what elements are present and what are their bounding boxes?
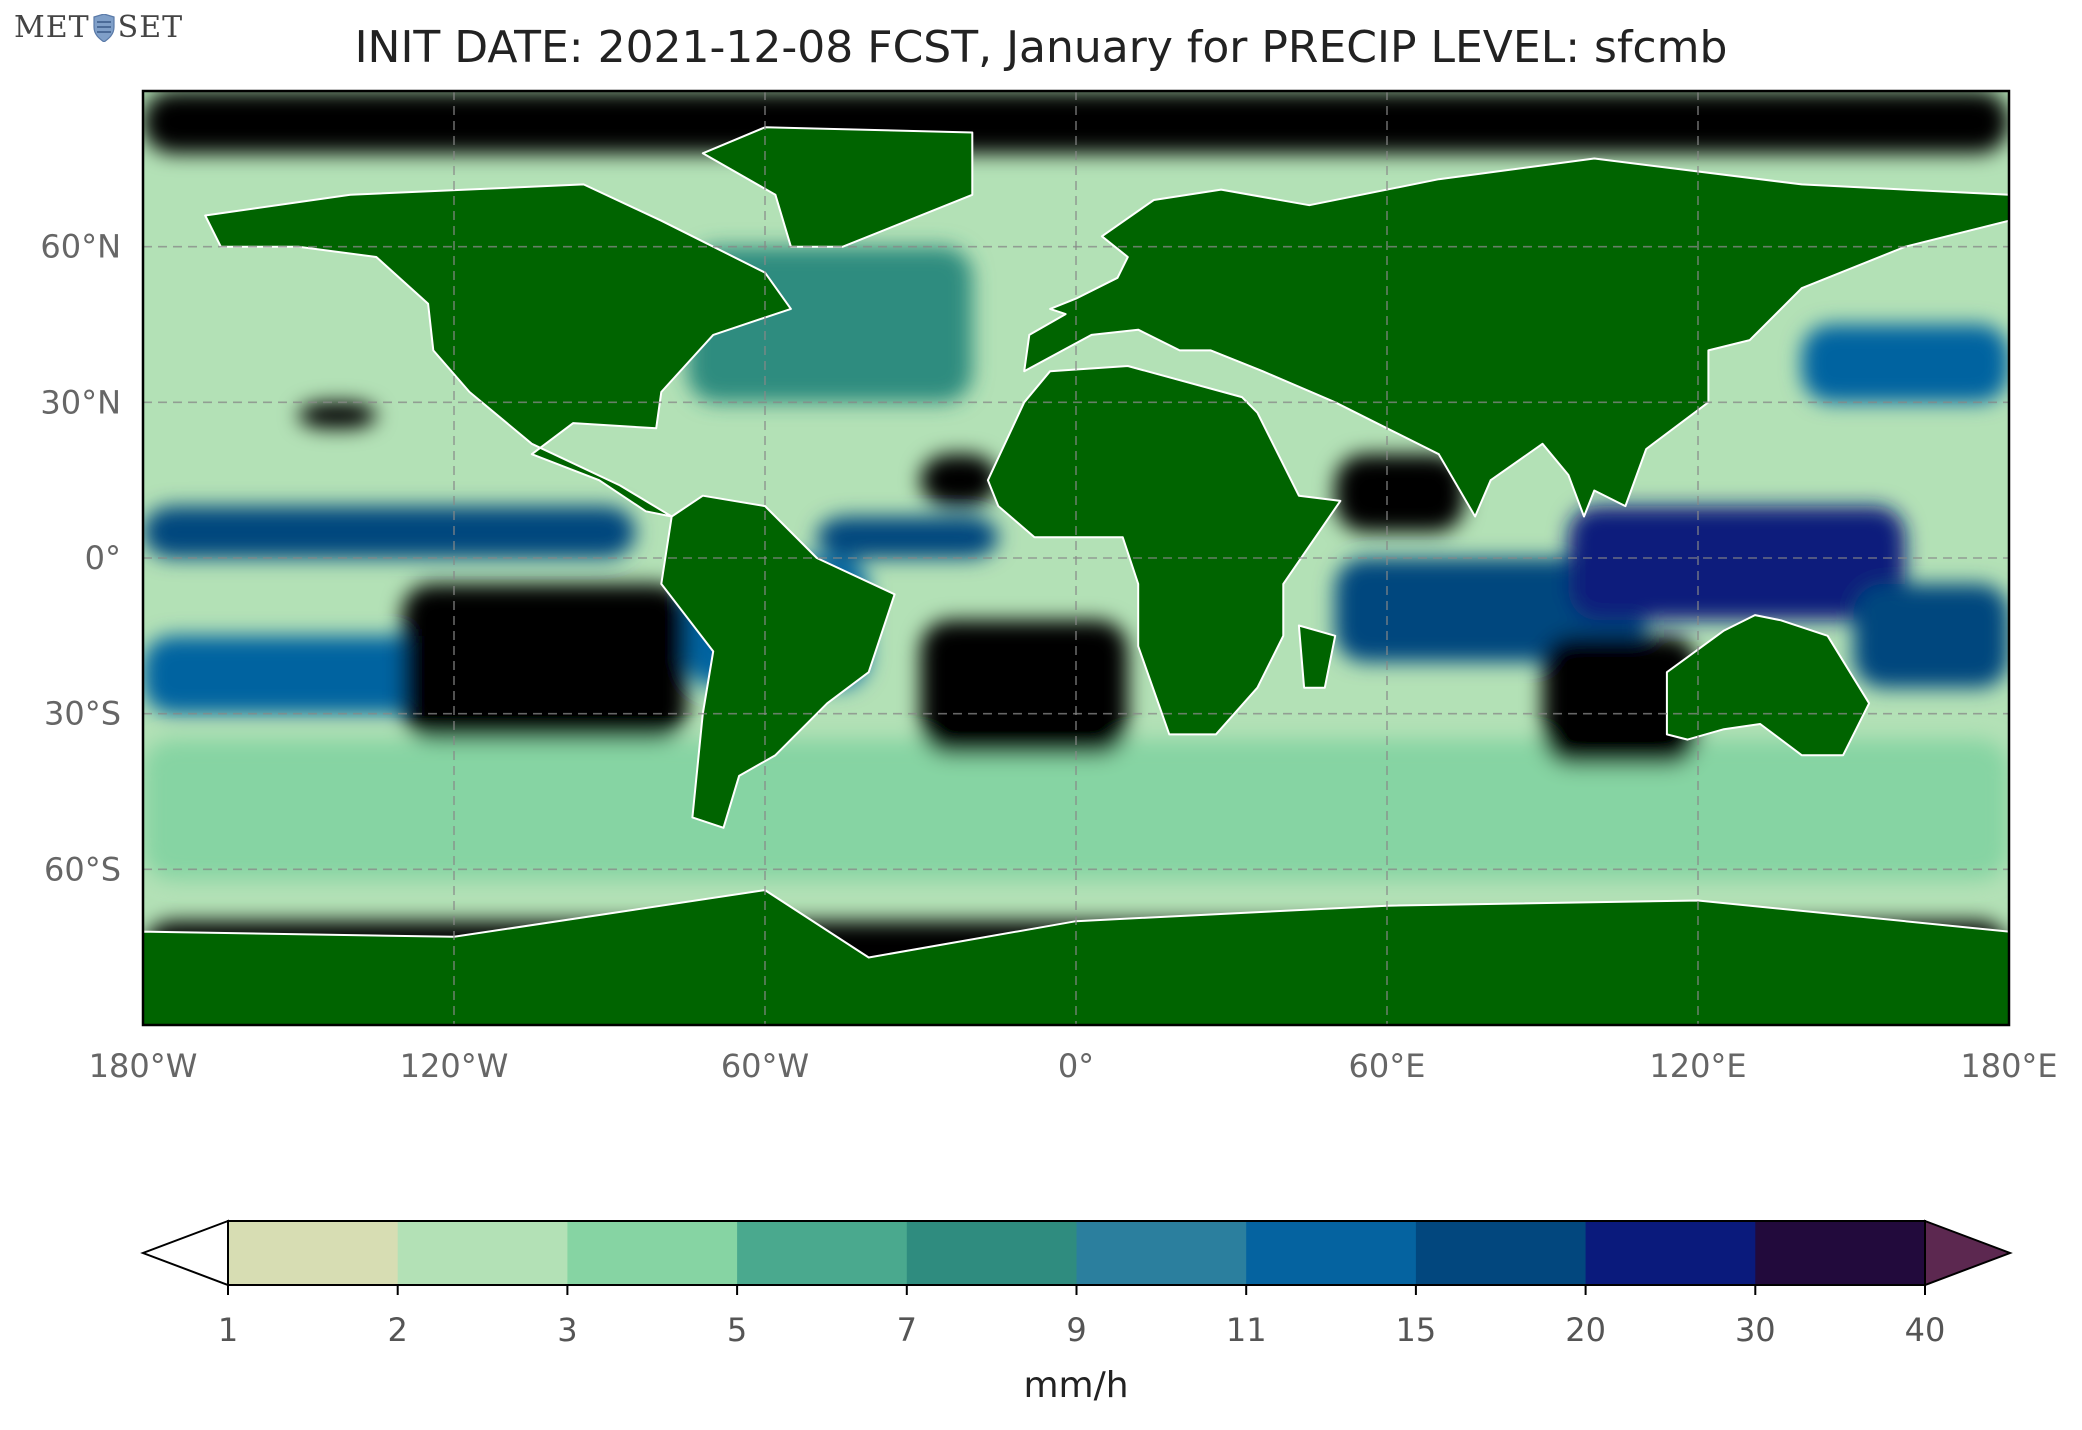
colorbar-segment	[228, 1221, 399, 1285]
y-tick-label: 30°S	[44, 695, 121, 733]
land-shape	[660, 494, 896, 829]
land-shape	[1665, 614, 1871, 757]
colorbar-segment	[906, 1221, 1077, 1285]
x-tick-label: 180°W	[89, 1047, 198, 1085]
colorbar-tick-label: 30	[1735, 1311, 1776, 1349]
colorbar-tick-label: 7	[897, 1311, 917, 1349]
precip-region	[1568, 506, 1906, 621]
precip-region	[920, 454, 999, 507]
precip-region	[143, 506, 636, 558]
colorbar-segment	[567, 1221, 738, 1285]
precip-region	[1801, 324, 2009, 403]
x-tick-label: 0°	[1058, 1047, 1094, 1085]
precip-region	[402, 583, 688, 740]
colorbar-tick-label: 9	[1066, 1311, 1086, 1349]
precip-region	[1335, 454, 1465, 533]
x-tick-label: 120°W	[400, 1047, 509, 1085]
x-tick-label: 180°E	[1960, 1047, 2057, 1085]
precip-region	[920, 620, 1128, 756]
shield-icon	[93, 13, 115, 42]
colorbar-segment	[1415, 1221, 1587, 1285]
land-shape	[701, 126, 974, 248]
x-tick-label: 120°E	[1649, 1047, 1746, 1085]
precip-region	[1542, 635, 1698, 766]
colorbar-under-triangle	[140, 1219, 229, 1287]
y-tick-label: 30°N	[40, 383, 121, 421]
logo-text-left: MET	[14, 10, 90, 45]
colorbar-segment	[397, 1221, 568, 1285]
land-shape	[204, 183, 792, 518]
logo-text-right: SET	[117, 10, 184, 45]
precip-region	[1853, 583, 2009, 688]
colorbar-over-triangle	[1924, 1219, 2013, 1287]
colorbar-tick-label: 3	[557, 1311, 577, 1349]
colorbar-segment	[1755, 1221, 1926, 1285]
colorbar-segment	[1076, 1221, 1247, 1285]
chart-title: INIT DATE: 2021-12-08 FCST, January for …	[354, 22, 1728, 73]
colorbar-segment	[1585, 1221, 1756, 1285]
colorbar-segment	[737, 1221, 908, 1285]
metset-logo: MET SET	[14, 10, 183, 45]
colorbar-tick-label: 1	[218, 1311, 238, 1349]
colorbar-tick-label: 15	[1396, 1311, 1437, 1349]
colorbar-unit-label: mm/h	[1023, 1365, 1128, 1406]
x-tick-label: 60°W	[721, 1047, 809, 1085]
y-tick-label: 0°	[85, 539, 121, 577]
precip-region	[816, 516, 999, 558]
colorbar-tick-label: 5	[727, 1311, 747, 1349]
colorbar: 1 2 3 5 7 9 11 15 20 30 40 mm/h	[140, 1219, 2013, 1406]
y-axis-ticks: 60°N 30°N 0° 30°S 60°S	[40, 228, 121, 889]
land-shape	[1023, 157, 2009, 518]
map-frame	[141, 89, 2011, 1027]
colorbar-tick-label: 2	[388, 1311, 408, 1349]
colorbar-tick-label: 20	[1565, 1311, 1606, 1349]
precip-region	[143, 635, 454, 714]
y-tick-label: 60°S	[44, 850, 121, 888]
precip-map-area	[143, 91, 2009, 1025]
gridlines	[143, 91, 2009, 1025]
colorbar-tick-label: 11	[1226, 1311, 1267, 1349]
colorbar-segment	[1246, 1221, 1417, 1285]
precip-region	[298, 402, 377, 429]
x-axis-ticks: 180°W 120°W 60°W 0° 60°E 120°E 180°E	[89, 1047, 2058, 1085]
x-tick-label: 60°E	[1349, 1047, 1426, 1085]
land-shape	[1297, 624, 1337, 689]
precip-region	[143, 739, 2009, 880]
colorbar-tick-label: 40	[1905, 1311, 1946, 1349]
y-tick-label: 60°N	[40, 228, 121, 266]
